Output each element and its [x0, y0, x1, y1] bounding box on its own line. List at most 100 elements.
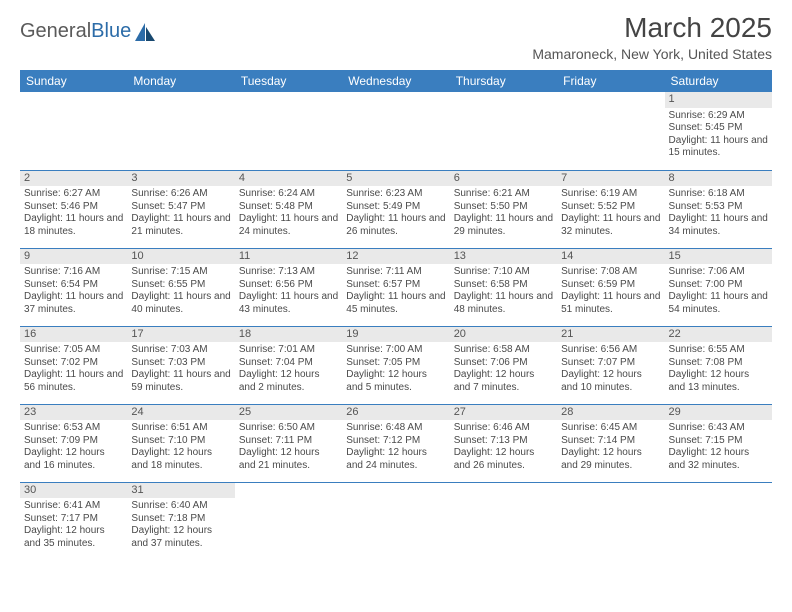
- day-number: 8: [665, 171, 772, 187]
- daylight-text: Daylight: 11 hours and 51 minutes.: [561, 291, 660, 316]
- daylight-text: Daylight: 12 hours and 24 minutes.: [346, 447, 445, 472]
- sunset-text: Sunset: 7:17 PM: [24, 513, 123, 526]
- sunset-text: Sunset: 7:14 PM: [561, 435, 660, 448]
- calendar-cell: 12Sunrise: 7:11 AMSunset: 6:57 PMDayligh…: [342, 248, 449, 326]
- sunrise-text: Sunrise: 7:05 AM: [24, 344, 123, 357]
- calendar-cell: 17Sunrise: 7:03 AMSunset: 7:03 PMDayligh…: [127, 326, 234, 404]
- daylight-text: Daylight: 11 hours and 32 minutes.: [561, 213, 660, 238]
- calendar-cell: [557, 92, 664, 170]
- day-number: 24: [127, 405, 234, 421]
- calendar-cell: [342, 482, 449, 560]
- calendar-row: 16Sunrise: 7:05 AMSunset: 7:02 PMDayligh…: [20, 326, 772, 404]
- sunrise-text: Sunrise: 6:58 AM: [454, 344, 553, 357]
- daylight-text: Daylight: 12 hours and 7 minutes.: [454, 369, 553, 394]
- calendar-cell: 15Sunrise: 7:06 AMSunset: 7:00 PMDayligh…: [665, 248, 772, 326]
- sunrise-text: Sunrise: 6:46 AM: [454, 422, 553, 435]
- daylight-text: Daylight: 11 hours and 43 minutes.: [239, 291, 338, 316]
- calendar-cell: 27Sunrise: 6:46 AMSunset: 7:13 PMDayligh…: [450, 404, 557, 482]
- calendar-cell: 21Sunrise: 6:56 AMSunset: 7:07 PMDayligh…: [557, 326, 664, 404]
- day-number: 3: [127, 171, 234, 187]
- day-number: 16: [20, 327, 127, 343]
- daylight-text: Daylight: 12 hours and 10 minutes.: [561, 369, 660, 394]
- sunset-text: Sunset: 5:48 PM: [239, 201, 338, 214]
- sunset-text: Sunset: 7:03 PM: [131, 357, 230, 370]
- sunset-text: Sunset: 6:57 PM: [346, 279, 445, 292]
- calendar-cell: 11Sunrise: 7:13 AMSunset: 6:56 PMDayligh…: [235, 248, 342, 326]
- calendar-cell: 16Sunrise: 7:05 AMSunset: 7:02 PMDayligh…: [20, 326, 127, 404]
- daylight-text: Daylight: 11 hours and 26 minutes.: [346, 213, 445, 238]
- day-number: 27: [450, 405, 557, 421]
- calendar-cell: 2Sunrise: 6:27 AMSunset: 5:46 PMDaylight…: [20, 170, 127, 248]
- daylight-text: Daylight: 12 hours and 37 minutes.: [131, 525, 230, 550]
- calendar-row: 2Sunrise: 6:27 AMSunset: 5:46 PMDaylight…: [20, 170, 772, 248]
- sunrise-text: Sunrise: 7:00 AM: [346, 344, 445, 357]
- sunrise-text: Sunrise: 7:01 AM: [239, 344, 338, 357]
- day-number: 25: [235, 405, 342, 421]
- day-number: 15: [665, 249, 772, 265]
- daylight-text: Daylight: 11 hours and 54 minutes.: [669, 291, 768, 316]
- calendar-row: 1Sunrise: 6:29 AMSunset: 5:45 PMDaylight…: [20, 92, 772, 170]
- calendar-table: SundayMondayTuesdayWednesdayThursdayFrid…: [20, 70, 772, 560]
- calendar-cell: [450, 92, 557, 170]
- daylight-text: Daylight: 12 hours and 32 minutes.: [669, 447, 768, 472]
- day-number: 23: [20, 405, 127, 421]
- calendar-cell: 25Sunrise: 6:50 AMSunset: 7:11 PMDayligh…: [235, 404, 342, 482]
- daylight-text: Daylight: 11 hours and 56 minutes.: [24, 369, 123, 394]
- daylight-text: Daylight: 11 hours and 45 minutes.: [346, 291, 445, 316]
- calendar-cell: 3Sunrise: 6:26 AMSunset: 5:47 PMDaylight…: [127, 170, 234, 248]
- daylight-text: Daylight: 11 hours and 48 minutes.: [454, 291, 553, 316]
- calendar-cell: 19Sunrise: 7:00 AMSunset: 7:05 PMDayligh…: [342, 326, 449, 404]
- daylight-text: Daylight: 11 hours and 29 minutes.: [454, 213, 553, 238]
- sunrise-text: Sunrise: 6:50 AM: [239, 422, 338, 435]
- sunset-text: Sunset: 5:47 PM: [131, 201, 230, 214]
- day-number: 9: [20, 249, 127, 265]
- day-number: 18: [235, 327, 342, 343]
- sunset-text: Sunset: 7:06 PM: [454, 357, 553, 370]
- calendar-cell: 31Sunrise: 6:40 AMSunset: 7:18 PMDayligh…: [127, 482, 234, 560]
- day-number: 11: [235, 249, 342, 265]
- daylight-text: Daylight: 12 hours and 26 minutes.: [454, 447, 553, 472]
- sunrise-text: Sunrise: 6:55 AM: [669, 344, 768, 357]
- calendar-row: 30Sunrise: 6:41 AMSunset: 7:17 PMDayligh…: [20, 482, 772, 560]
- day-number: 31: [127, 483, 234, 499]
- sunset-text: Sunset: 5:53 PM: [669, 201, 768, 214]
- sunrise-text: Sunrise: 7:10 AM: [454, 266, 553, 279]
- weekday-header: Thursday: [450, 70, 557, 92]
- calendar-cell: [557, 482, 664, 560]
- daylight-text: Daylight: 11 hours and 15 minutes.: [669, 135, 768, 160]
- day-number: 6: [450, 171, 557, 187]
- day-number: 12: [342, 249, 449, 265]
- calendar-cell: 8Sunrise: 6:18 AMSunset: 5:53 PMDaylight…: [665, 170, 772, 248]
- sunrise-text: Sunrise: 7:15 AM: [131, 266, 230, 279]
- sunset-text: Sunset: 7:15 PM: [669, 435, 768, 448]
- calendar-body: 1Sunrise: 6:29 AMSunset: 5:45 PMDaylight…: [20, 92, 772, 560]
- calendar-cell: 18Sunrise: 7:01 AMSunset: 7:04 PMDayligh…: [235, 326, 342, 404]
- sunset-text: Sunset: 5:45 PM: [669, 122, 768, 135]
- daylight-text: Daylight: 11 hours and 24 minutes.: [239, 213, 338, 238]
- daylight-text: Daylight: 12 hours and 2 minutes.: [239, 369, 338, 394]
- calendar-cell: 23Sunrise: 6:53 AMSunset: 7:09 PMDayligh…: [20, 404, 127, 482]
- daylight-text: Daylight: 12 hours and 21 minutes.: [239, 447, 338, 472]
- sunset-text: Sunset: 5:50 PM: [454, 201, 553, 214]
- sunrise-text: Sunrise: 6:23 AM: [346, 188, 445, 201]
- day-number: 10: [127, 249, 234, 265]
- daylight-text: Daylight: 11 hours and 37 minutes.: [24, 291, 123, 316]
- sunrise-text: Sunrise: 6:45 AM: [561, 422, 660, 435]
- calendar-row: 23Sunrise: 6:53 AMSunset: 7:09 PMDayligh…: [20, 404, 772, 482]
- sunset-text: Sunset: 7:18 PM: [131, 513, 230, 526]
- daylight-text: Daylight: 11 hours and 34 minutes.: [669, 213, 768, 238]
- sunrise-text: Sunrise: 6:24 AM: [239, 188, 338, 201]
- day-number: 2: [20, 171, 127, 187]
- day-number: 29: [665, 405, 772, 421]
- sunset-text: Sunset: 7:12 PM: [346, 435, 445, 448]
- weekday-header: Tuesday: [235, 70, 342, 92]
- sunrise-text: Sunrise: 7:06 AM: [669, 266, 768, 279]
- daylight-text: Daylight: 12 hours and 5 minutes.: [346, 369, 445, 394]
- weekday-header: Friday: [557, 70, 664, 92]
- location-text: Mamaroneck, New York, United States: [532, 46, 772, 62]
- calendar-cell: 28Sunrise: 6:45 AMSunset: 7:14 PMDayligh…: [557, 404, 664, 482]
- weekday-header: Sunday: [20, 70, 127, 92]
- sunrise-text: Sunrise: 7:16 AM: [24, 266, 123, 279]
- calendar-cell: 29Sunrise: 6:43 AMSunset: 7:15 PMDayligh…: [665, 404, 772, 482]
- calendar-row: 9Sunrise: 7:16 AMSunset: 6:54 PMDaylight…: [20, 248, 772, 326]
